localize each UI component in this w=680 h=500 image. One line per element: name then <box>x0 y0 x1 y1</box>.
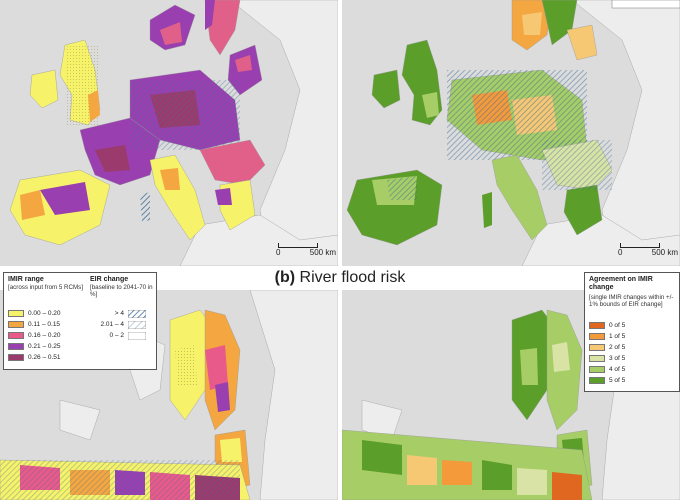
legend-agreement-item: 5 of 5 <box>589 376 625 385</box>
legend-imir-label: 0.00 – 0.20 <box>28 309 61 317</box>
legend-eir-section: EIR change [baseline to 2041-70 in %] <box>90 276 154 298</box>
legend-swatch-dense-hatch <box>128 309 146 318</box>
legend-agreement-header: Agreement on IMIR change [single IMIR ch… <box>589 276 675 308</box>
legend-swatch <box>8 343 24 350</box>
legend-agreement-item: 3 of 5 <box>589 354 625 363</box>
legend-swatch <box>589 322 605 329</box>
legend-imir-subtitle: [across input from 5 RCMs] <box>8 284 83 292</box>
scale-bar-right: 0 500 km <box>618 240 678 257</box>
legend-agreement: Agreement on IMIR change [single IMIR ch… <box>584 272 680 392</box>
legend-imir-label: 0.21 – 0.25 <box>28 342 61 350</box>
map-imir-range-b-svg <box>0 290 338 500</box>
scale-bar-start: 0 <box>618 248 623 257</box>
legend-agreement-title: Agreement on IMIR change <box>589 276 653 292</box>
legend-swatch <box>589 333 605 340</box>
scale-bar-line <box>620 243 660 248</box>
legend-eir-label: 0 – 2 <box>109 331 124 339</box>
scale-bar-line <box>278 243 318 248</box>
legend-imir-item: 0.21 – 0.25 <box>8 342 61 351</box>
legend-imir-item: 0.11 – 0.15 <box>8 320 60 329</box>
legend-swatch <box>589 344 605 351</box>
map-eir-agreement-a-svg <box>342 0 680 266</box>
legend-imir-section: IMIR range [across input from 5 RCMs] <box>8 276 86 291</box>
legend-imir-label: 0.16 – 0.20 <box>28 331 61 339</box>
legend-agreement-label: 2 of 5 <box>609 343 626 351</box>
scale-bar-end: 500 km <box>309 248 336 257</box>
legend-eir-label: 2.01 – 4 <box>100 320 125 328</box>
legend-swatch <box>8 321 24 328</box>
scale-bar-left: 0 500 km <box>276 240 336 257</box>
legend-agreement-label: 1 of 5 <box>609 332 626 340</box>
legend-agreement-label: 3 of 5 <box>609 354 626 362</box>
legend-swatch-empty <box>128 331 146 340</box>
legend-agreement-subtitle: [single IMIR changes within +/- 1% bound… <box>589 294 674 309</box>
legend-swatch <box>589 366 605 373</box>
map-imir-range-a-svg <box>0 0 338 266</box>
legend-eir-item: > 4 <box>94 309 146 318</box>
legend-agreement-item: 4 of 5 <box>589 365 625 374</box>
map-imir-range-a <box>0 0 338 266</box>
scale-bar-start: 0 <box>276 248 281 257</box>
legend-swatch <box>589 355 605 362</box>
scale-bar-end: 500 km <box>651 248 678 257</box>
legend-agreement-item: 2 of 5 <box>589 343 625 352</box>
legend-eir-item: 0 – 2 <box>94 331 146 340</box>
legend-imir-title: IMIR range <box>8 276 44 283</box>
legend-swatch <box>8 310 24 317</box>
legend-agreement-label: 5 of 5 <box>609 376 626 384</box>
legend-swatch <box>8 332 24 339</box>
legend-imir-label: 0.11 – 0.15 <box>28 320 61 328</box>
legend-swatch <box>8 354 24 361</box>
map-imir-range-b <box>0 290 338 500</box>
legend-imir-label: 0.26 – 0.51 <box>28 353 61 361</box>
legend-eir-title: EIR change <box>90 276 129 283</box>
panel-divider <box>338 0 342 500</box>
legend-eir-item: 2.01 – 4 <box>94 320 146 329</box>
subtitle-text: River flood risk <box>299 269 406 286</box>
legend-swatch <box>589 377 605 384</box>
subtitle-letter: (b) <box>274 269 296 286</box>
legend-imir-item: 0.26 – 0.51 <box>8 353 61 362</box>
legend-agreement-item: 0 of 5 <box>589 321 625 330</box>
legend-eir-label: > 4 <box>114 309 124 317</box>
map-eir-agreement-a <box>342 0 680 266</box>
legend-imir-item: 0.16 – 0.20 <box>8 331 61 340</box>
legend-agreement-label: 4 of 5 <box>609 365 626 373</box>
legend-eir-subtitle: [baseline to 2041-70 in %] <box>90 284 153 299</box>
legend-imir-eir: IMIR range [across input from 5 RCMs] 0.… <box>3 272 157 370</box>
legend-agreement-label: 0 of 5 <box>609 321 626 329</box>
legend-swatch-light-hatch <box>128 320 146 329</box>
legend-imir-item: 0.00 – 0.20 <box>8 309 61 318</box>
legend-agreement-item: 1 of 5 <box>589 332 625 341</box>
